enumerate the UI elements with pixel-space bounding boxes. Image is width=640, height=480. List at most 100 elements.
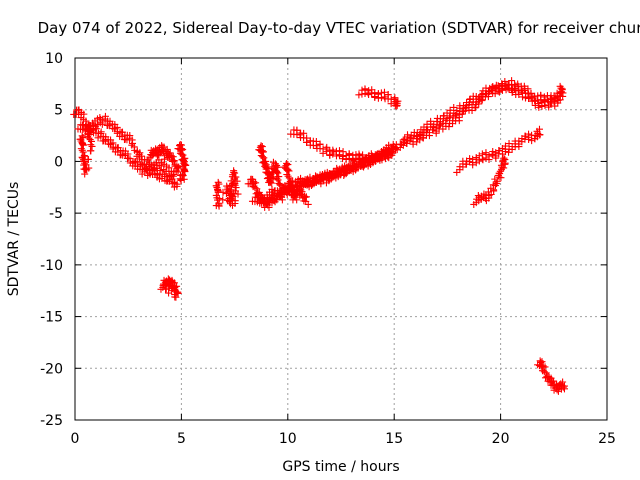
data-point: [293, 126, 301, 134]
plot-frame: [74, 57, 608, 421]
x-tick-label: 25: [598, 431, 616, 447]
data-point: [78, 139, 86, 147]
data-point: [317, 180, 325, 188]
series-arc-13: [355, 85, 402, 110]
data-point: [371, 93, 379, 101]
data-point: [355, 91, 363, 99]
data-point: [323, 147, 331, 155]
data-point: [358, 90, 366, 98]
data-point: [87, 141, 95, 149]
data-point: [493, 180, 501, 188]
data-point: [80, 157, 88, 165]
data-point: [232, 173, 240, 181]
data-point: [84, 155, 92, 163]
data-point: [485, 194, 493, 202]
x-axis-label: GPS time / hours: [282, 459, 399, 475]
data-point: [497, 174, 505, 182]
data-point: [298, 188, 306, 196]
data-point: [275, 179, 283, 187]
data-point: [450, 103, 458, 111]
data-point: [541, 97, 549, 105]
data-point: [274, 163, 282, 171]
x-tick-label: 20: [492, 431, 510, 447]
series-arc-5: [174, 141, 190, 184]
data-point: [109, 139, 117, 147]
data-point: [368, 152, 376, 160]
data-point: [542, 369, 550, 377]
data-point: [84, 122, 92, 130]
series-arc-1: [70, 106, 181, 191]
data-point: [362, 154, 370, 162]
data-point: [449, 112, 457, 120]
data-point: [170, 170, 178, 178]
x-tick-label: 0: [71, 431, 80, 447]
data-point: [113, 123, 121, 131]
data-point: [339, 148, 347, 156]
data-point: [472, 103, 480, 111]
series-arc-6: [157, 275, 182, 301]
data-point: [262, 165, 270, 173]
axis-ticks: [74, 57, 608, 421]
data-point: [548, 377, 556, 385]
x-tick-label: 15: [385, 431, 403, 447]
data-point: [365, 91, 373, 99]
data-point: [393, 99, 401, 107]
data-point: [427, 117, 435, 125]
data-point: [273, 174, 281, 182]
data-point: [505, 80, 513, 88]
data-point: [312, 137, 320, 145]
data-point: [359, 155, 367, 163]
data-point: [219, 188, 227, 196]
series-arc-15: [397, 80, 567, 148]
data-point: [316, 140, 324, 148]
data-point: [179, 157, 187, 165]
data-point: [361, 85, 369, 93]
y-tick-label: -15: [40, 310, 63, 326]
y-tick-label: -5: [49, 206, 63, 222]
data-point: [274, 169, 282, 177]
data-point: [445, 123, 453, 131]
series-arc-16: [453, 125, 544, 176]
data-point: [268, 179, 276, 187]
data-point: [326, 151, 334, 159]
data-point: [537, 91, 545, 99]
data-point: [284, 165, 292, 173]
series-arc-7: [212, 167, 242, 210]
data-point: [303, 138, 311, 146]
data-point: [175, 163, 183, 171]
y-tick-label: 10: [45, 51, 63, 67]
series-arc-9: [248, 144, 399, 208]
data-point: [478, 150, 486, 158]
data-point: [557, 84, 565, 92]
data-point: [285, 174, 293, 182]
x-tick-label: 10: [279, 431, 297, 447]
series-arc-12: [287, 126, 399, 167]
data-point: [487, 190, 495, 198]
data-point: [78, 146, 86, 154]
data-point: [287, 182, 295, 190]
data-point: [368, 90, 376, 98]
data-point: [541, 363, 549, 371]
data-point: [87, 128, 95, 136]
series-arc-18: [534, 357, 568, 395]
data-point: [253, 185, 261, 193]
data-point: [536, 131, 544, 139]
data-point: [79, 148, 87, 156]
series-arc-14: [393, 77, 566, 154]
data-point: [176, 175, 184, 183]
data-point: [489, 89, 497, 97]
data-point: [538, 102, 546, 110]
data-point: [472, 154, 480, 162]
data-point: [559, 378, 567, 386]
data-point: [559, 89, 567, 97]
data-point: [525, 94, 533, 102]
data-point: [502, 81, 510, 89]
data-point: [463, 101, 471, 109]
data-point: [380, 88, 388, 96]
data-point: [505, 148, 513, 156]
data-point: [342, 155, 350, 163]
data-point: [335, 151, 343, 159]
data-point: [377, 89, 385, 97]
data-point: [171, 293, 179, 301]
data-point: [356, 152, 364, 160]
